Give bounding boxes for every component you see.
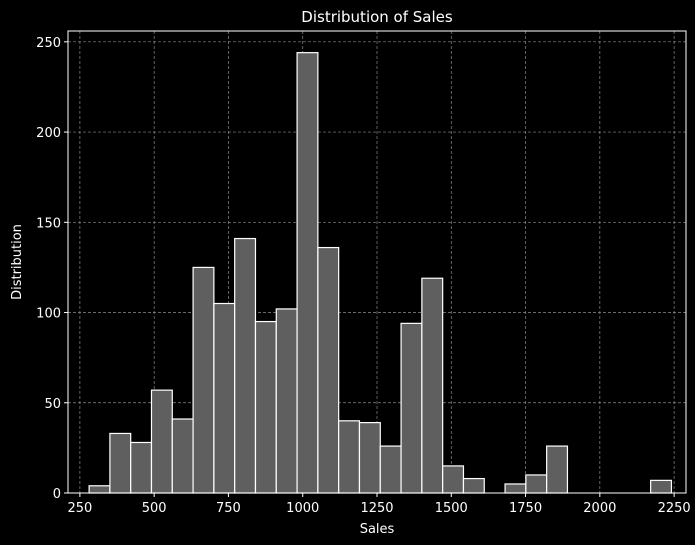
histogram-bar: [400, 322, 423, 494]
x-tick-label: 250: [67, 501, 92, 516]
histogram-bar: [338, 420, 361, 494]
histogram-bar: [130, 441, 153, 494]
y-axis-ticks: 0 50 100 150 200 250: [36, 36, 68, 502]
histogram-bar: [213, 302, 236, 494]
x-axis-ticks: 250 500 750 1000 1250 1500 1750 2000 2250: [67, 493, 691, 516]
x-tick-label: 500: [142, 501, 167, 516]
x-tick-label: 2250: [658, 501, 691, 516]
x-tick-label: 2000: [583, 501, 616, 516]
histogram-bar: [296, 52, 319, 494]
histogram-bar: [275, 308, 298, 494]
chart-title: Distribution of Sales: [301, 8, 453, 26]
x-axis-title: Sales: [360, 522, 395, 537]
histogram-bar: [421, 277, 444, 494]
histogram-bar: [358, 422, 381, 494]
bars: [88, 52, 673, 494]
histogram-bar: [650, 479, 673, 494]
histogram-bar: [254, 320, 277, 494]
histogram-bar: [171, 418, 194, 494]
x-tick-label: 1750: [509, 501, 542, 516]
histogram-bar: [317, 246, 340, 494]
histogram-bar: [546, 445, 569, 494]
y-tick-label: 50: [44, 397, 61, 412]
histogram-bar: [109, 432, 132, 494]
y-tick-label: 100: [36, 307, 61, 322]
histogram-bar: [442, 465, 465, 494]
y-tick-label: 200: [36, 126, 61, 141]
y-tick-label: 0: [53, 487, 61, 502]
y-tick-label: 150: [36, 216, 61, 231]
y-axis-title: Distribution: [10, 224, 25, 300]
x-tick-label: 750: [216, 501, 241, 516]
histogram-bar: [504, 483, 527, 494]
x-tick-label: 1250: [360, 501, 393, 516]
histogram-bar: [234, 237, 257, 494]
x-tick-label: 1500: [435, 501, 468, 516]
histogram-bar: [379, 445, 402, 494]
histogram-bar: [192, 266, 215, 494]
histogram-bar: [525, 474, 548, 494]
histogram-bar: [462, 477, 485, 494]
y-tick-label: 250: [36, 36, 61, 51]
histogram-bar: [88, 485, 111, 494]
histogram-bar: [150, 389, 173, 494]
x-tick-label: 1000: [286, 501, 319, 516]
